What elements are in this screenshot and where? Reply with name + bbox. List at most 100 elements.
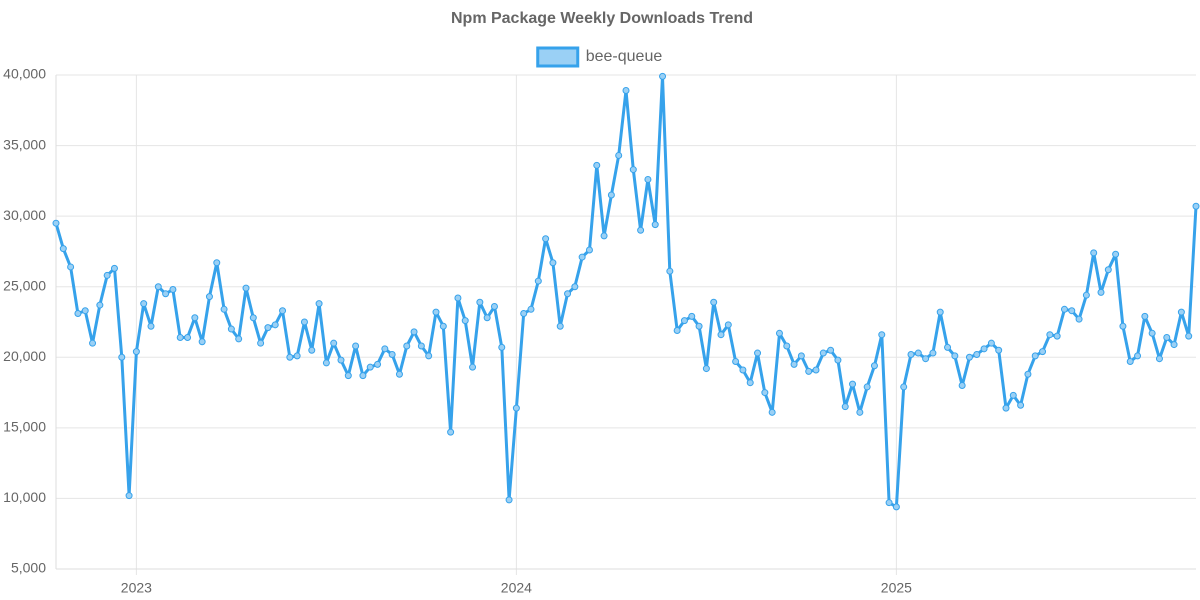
data-point	[235, 335, 243, 343]
y-tick-label: 20,000	[3, 348, 46, 364]
data-point	[995, 346, 1003, 354]
y-tick-label: 25,000	[3, 277, 46, 293]
data-point	[469, 363, 477, 371]
data-point	[344, 372, 352, 380]
data-point	[732, 358, 740, 366]
data-point	[410, 328, 418, 336]
data-point	[374, 360, 382, 368]
data-point	[710, 298, 718, 306]
data-point	[1163, 334, 1171, 342]
data-point	[987, 339, 995, 347]
data-point	[483, 314, 491, 322]
data-point	[1126, 358, 1134, 366]
data-point	[607, 191, 615, 199]
data-point	[293, 352, 301, 360]
data-point	[958, 382, 966, 390]
x-tick-label: 2024	[501, 580, 532, 596]
data-point	[147, 322, 155, 330]
data-point	[242, 284, 250, 292]
data-point	[184, 334, 192, 342]
data-point	[644, 175, 652, 183]
data-point	[520, 310, 528, 318]
data-point	[125, 492, 133, 500]
data-point	[1053, 332, 1061, 340]
data-point	[863, 383, 871, 391]
data-point	[476, 298, 484, 306]
data-point	[461, 317, 469, 325]
data-point	[1134, 352, 1142, 360]
data-point	[922, 355, 930, 363]
data-point	[417, 342, 425, 350]
data-point	[973, 350, 981, 358]
legend-label: bee-queue	[586, 48, 663, 65]
data-point	[944, 343, 952, 351]
data-point	[812, 366, 820, 374]
data-point	[176, 334, 184, 342]
data-point	[395, 370, 403, 378]
data-point	[695, 322, 703, 330]
data-point	[1017, 401, 1025, 409]
data-point	[549, 259, 557, 267]
data-point	[213, 259, 221, 267]
data-line	[54, 74, 1198, 509]
data-point	[1097, 288, 1105, 296]
data-point	[490, 302, 498, 310]
data-point	[103, 271, 111, 279]
data-point	[556, 322, 564, 330]
data-point	[885, 499, 893, 507]
y-tick-label: 5,000	[11, 560, 46, 576]
data-point	[1104, 266, 1112, 274]
data-point	[352, 342, 360, 350]
data-point	[907, 350, 915, 358]
data-point	[52, 219, 60, 227]
data-point	[96, 301, 104, 309]
data-point	[1002, 404, 1010, 412]
data-point	[366, 363, 374, 371]
data-point	[666, 267, 674, 275]
data-point	[739, 366, 747, 374]
y-tick-label: 15,000	[3, 419, 46, 435]
data-point	[900, 383, 908, 391]
data-point	[951, 352, 959, 360]
data-point	[359, 372, 367, 380]
data-point	[805, 367, 813, 375]
data-point	[651, 221, 659, 229]
data-point	[578, 253, 586, 261]
data-point	[1170, 341, 1178, 349]
data-point	[1148, 329, 1156, 337]
data-point	[1060, 305, 1068, 313]
data-point	[1141, 312, 1149, 320]
y-tick-label: 35,000	[3, 136, 46, 152]
data-point	[1119, 322, 1127, 330]
data-point	[585, 246, 593, 254]
data-point	[308, 346, 316, 354]
data-point	[688, 312, 696, 320]
data-point	[659, 72, 667, 80]
data-point	[783, 342, 791, 350]
data-point	[132, 348, 140, 356]
data-point	[110, 264, 118, 272]
data-point	[622, 87, 630, 95]
data-point	[498, 343, 506, 351]
data-point	[286, 353, 294, 361]
data-point	[249, 314, 257, 322]
data-point	[637, 226, 645, 234]
data-point	[227, 325, 235, 333]
data-point	[264, 324, 272, 332]
data-point	[198, 338, 206, 346]
data-point	[1068, 307, 1076, 315]
data-point	[169, 286, 177, 294]
data-point	[797, 352, 805, 360]
data-point	[702, 365, 710, 373]
y-tick-label: 30,000	[3, 207, 46, 223]
data-point	[761, 389, 769, 397]
data-point	[849, 380, 857, 388]
data-point	[754, 349, 762, 357]
data-point	[388, 350, 396, 358]
data-point	[59, 245, 67, 253]
data-point	[965, 353, 973, 361]
data-point	[534, 277, 542, 285]
data-point	[629, 166, 637, 174]
